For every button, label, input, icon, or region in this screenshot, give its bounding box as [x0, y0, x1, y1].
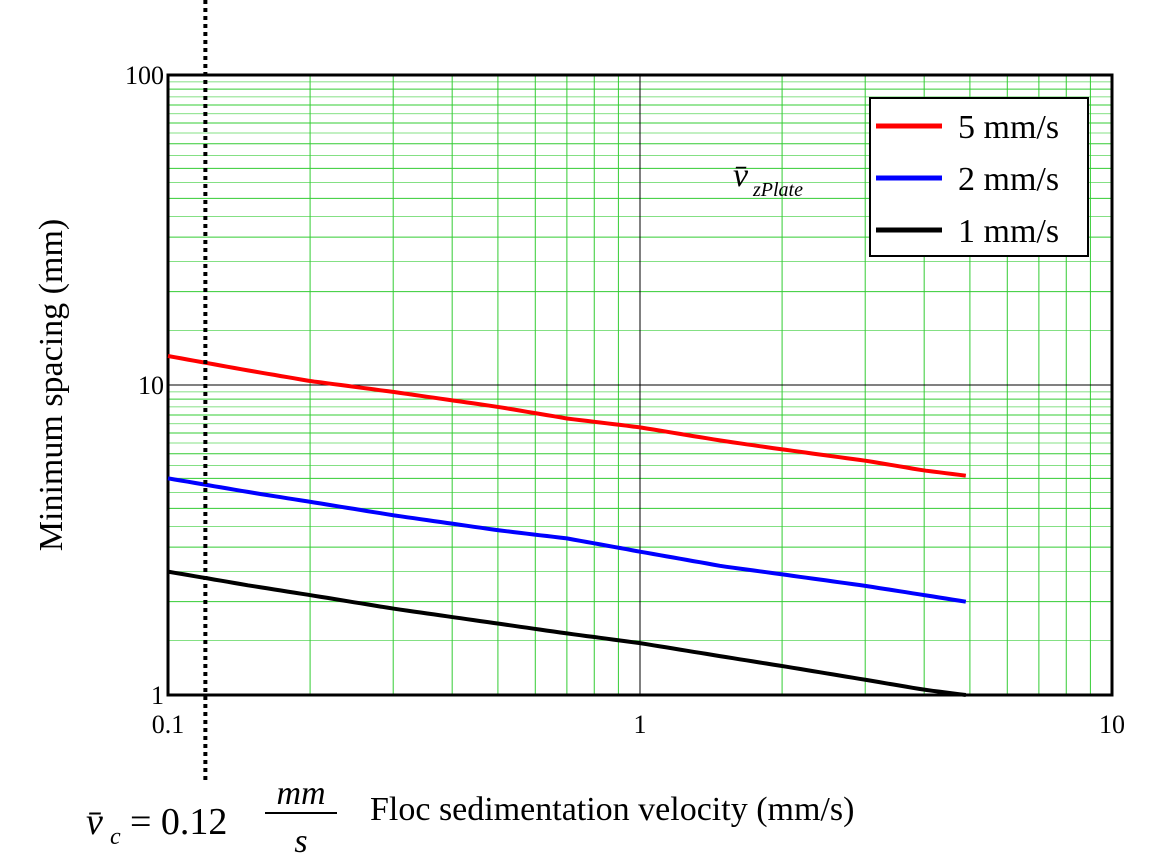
- critical-velocity-label: v̄ c = 0.12 mm s: [86, 775, 337, 856]
- series-line: [167, 569, 967, 697]
- legend-label: 1 mm/s: [958, 213, 1059, 250]
- legend-title-subscript: zPlate: [752, 179, 803, 201]
- y-axis-title: Minimum spacing (mm): [33, 219, 70, 551]
- y-tick-label: 1: [151, 681, 164, 710]
- vc-symbol: v̄: [86, 801, 103, 843]
- vc-frac-numerator: mm: [276, 775, 325, 812]
- x-tick-label: 0.1: [152, 710, 185, 739]
- vc-value: = 0.12: [130, 801, 227, 843]
- series-layer: [167, 354, 967, 697]
- x-tick-label: 10: [1099, 710, 1125, 739]
- y-tick-label: 10: [138, 371, 164, 400]
- x-axis-title: Floc sedimentation velocity (mm/s): [370, 791, 854, 828]
- legend-label: 2 mm/s: [958, 161, 1059, 198]
- plot-frame: [166, 73, 1114, 697]
- x-tick-label: 1: [634, 710, 647, 739]
- series-line: [167, 476, 967, 604]
- series-line: [167, 354, 967, 478]
- vc-frac-denominator: s: [294, 823, 307, 856]
- plot-border: [166, 73, 1114, 697]
- legend-label: 5 mm/s: [958, 109, 1059, 146]
- legend-title-symbol: v̄: [733, 157, 749, 194]
- vc-subscript: c: [110, 824, 121, 850]
- legend-title: v̄ zPlate: [733, 157, 803, 201]
- legend: 5 mm/s 2 mm/s 1 mm/s: [869, 97, 1089, 257]
- y-tick-label: 100: [125, 61, 164, 90]
